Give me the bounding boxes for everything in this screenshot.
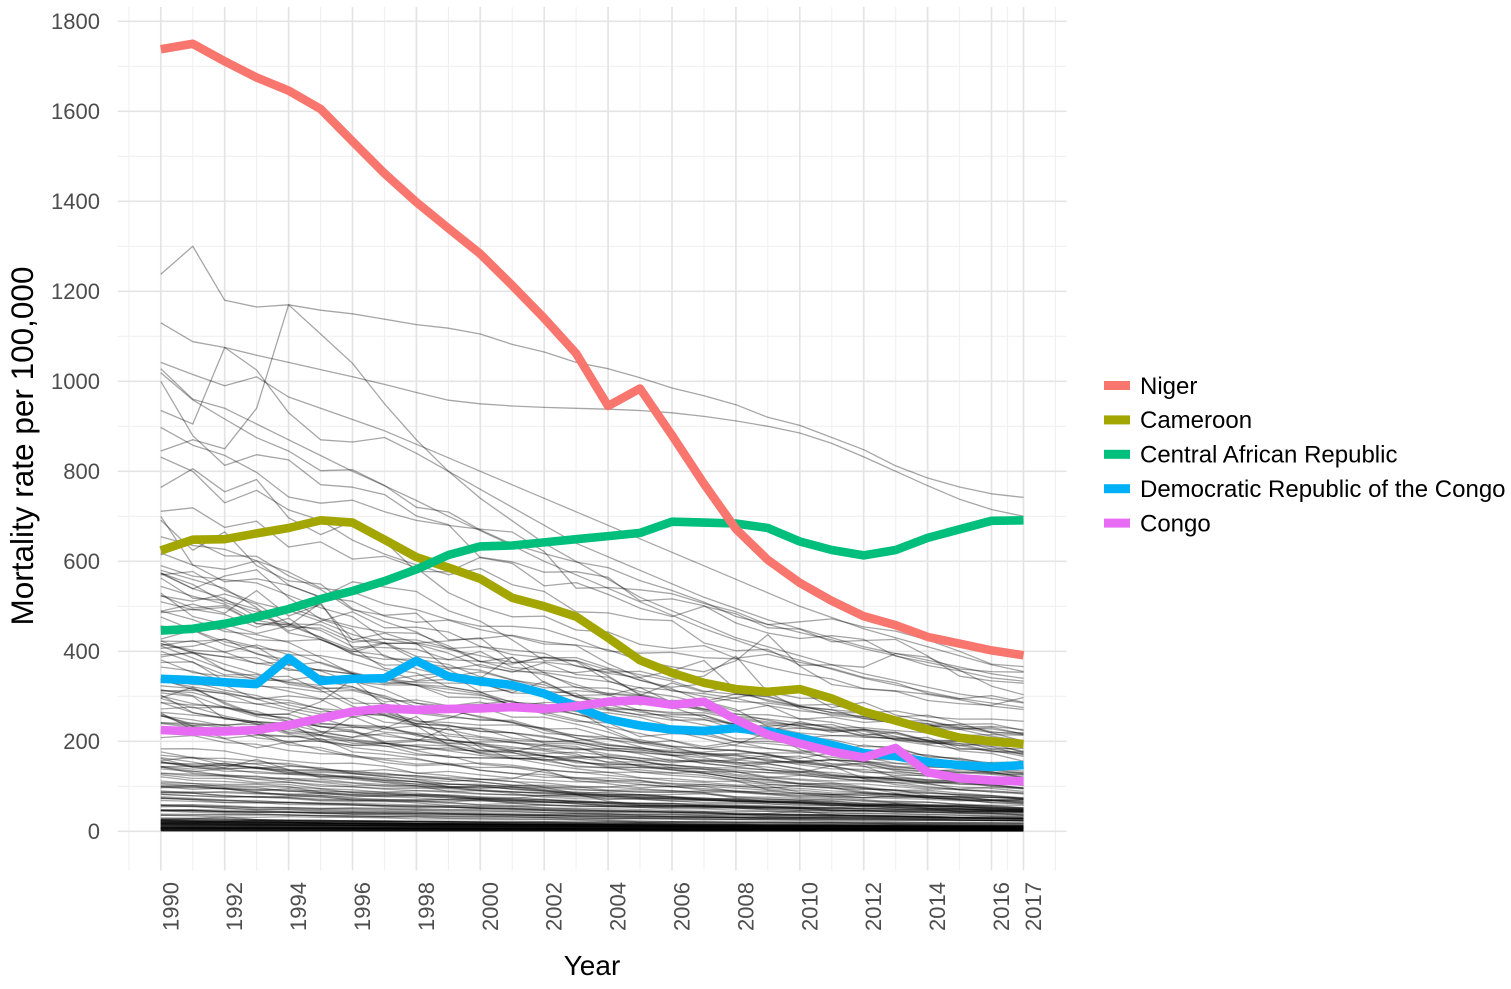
svg-text:1996: 1996 <box>350 882 375 931</box>
svg-text:600: 600 <box>63 549 100 574</box>
svg-text:Niger: Niger <box>1140 373 1197 400</box>
svg-text:2006: 2006 <box>670 882 695 931</box>
svg-text:Mortality rate per 100,000: Mortality rate per 100,000 <box>4 267 40 626</box>
svg-text:2008: 2008 <box>733 882 758 931</box>
svg-text:1998: 1998 <box>414 882 439 931</box>
svg-text:1400: 1400 <box>51 189 100 214</box>
svg-text:Cameroon: Cameroon <box>1140 407 1252 434</box>
svg-text:0: 0 <box>88 819 100 844</box>
svg-text:Democratic Republic of the Con: Democratic Republic of the Congo <box>1140 476 1506 503</box>
svg-text:2000: 2000 <box>478 882 503 931</box>
svg-text:1600: 1600 <box>51 99 100 124</box>
svg-text:Year: Year <box>564 950 621 981</box>
svg-text:400: 400 <box>63 639 100 664</box>
svg-text:2010: 2010 <box>797 882 822 931</box>
svg-text:2017: 2017 <box>1021 882 1046 931</box>
svg-text:1200: 1200 <box>51 279 100 304</box>
svg-text:2002: 2002 <box>542 882 567 931</box>
svg-text:1800: 1800 <box>51 9 100 34</box>
svg-text:1990: 1990 <box>158 882 183 931</box>
svg-text:1000: 1000 <box>51 369 100 394</box>
svg-text:Central African Republic: Central African Republic <box>1140 442 1397 469</box>
svg-text:2014: 2014 <box>925 882 950 931</box>
svg-text:800: 800 <box>63 459 100 484</box>
svg-text:1994: 1994 <box>286 882 311 931</box>
svg-text:2016: 2016 <box>989 882 1014 931</box>
svg-text:1992: 1992 <box>222 882 247 931</box>
svg-text:2012: 2012 <box>861 882 886 931</box>
svg-text:Congo: Congo <box>1140 510 1211 537</box>
svg-text:2004: 2004 <box>606 882 631 931</box>
svg-text:200: 200 <box>63 729 100 754</box>
